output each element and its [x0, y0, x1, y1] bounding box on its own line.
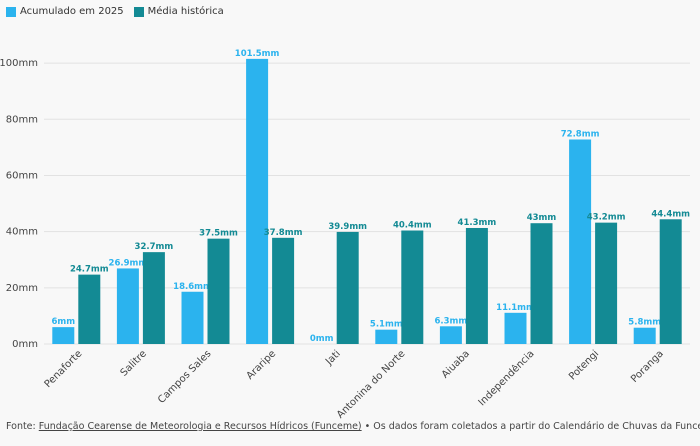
data-label-media: 43mm	[527, 213, 557, 223]
data-label-media: 24.7mm	[70, 265, 109, 275]
data-label-media: 44.4mm	[651, 209, 690, 219]
legend-label-acumulado: Acumulado em 2025	[20, 6, 124, 17]
x-tick-label: Independência	[476, 348, 537, 409]
y-tick-label: 40mm	[6, 227, 38, 238]
bar-acumulado	[181, 291, 204, 344]
data-label-acumulado: 5.1mm	[370, 320, 403, 330]
data-label-media: 40.4mm	[393, 221, 432, 231]
bar-media	[336, 231, 359, 344]
y-tick-label: 100mm	[0, 58, 38, 69]
data-label-acumulado: 6.3mm	[435, 316, 468, 326]
legend: Acumulado em 2025 Média histórica	[6, 6, 224, 17]
bar-media	[272, 237, 295, 344]
y-tick-label: 60mm	[6, 170, 38, 181]
bar-media	[78, 274, 101, 344]
x-tick-label: Poranga	[629, 348, 666, 385]
x-tick-label: Antonina do Norte	[335, 348, 407, 420]
data-label-media: 39.9mm	[328, 222, 367, 232]
legend-item-media[interactable]: Média histórica	[133, 6, 224, 17]
footer-prefix: Fonte:	[6, 421, 39, 432]
x-tick-label: Jati	[323, 348, 343, 368]
bar-acumulado	[246, 58, 269, 345]
data-label-acumulado: 72.8mm	[561, 129, 600, 139]
data-label-acumulado: 26.9mm	[109, 258, 148, 268]
data-label-acumulado: 18.6mm	[173, 282, 212, 292]
y-tick-label: 20mm	[6, 283, 38, 294]
bar-media	[595, 222, 618, 344]
y-tick-label: 0mm	[12, 339, 38, 350]
bar-media	[465, 227, 488, 344]
x-tick-label: Araripe	[245, 348, 279, 382]
bar-media	[207, 238, 230, 344]
data-label-acumulado: 101.5mm	[235, 49, 280, 59]
data-label-acumulado: 6mm	[51, 317, 75, 327]
bar-acumulado	[439, 326, 462, 344]
bar-media	[401, 230, 424, 344]
legend-label-media: Média histórica	[147, 6, 224, 17]
x-tick-label: Campos Sales	[156, 348, 214, 406]
legend-item-acumulado[interactable]: Acumulado em 2025	[6, 6, 124, 17]
y-tick-label: 80mm	[6, 114, 38, 125]
source-footer: Fonte: Fundação Cearense de Meteorologia…	[6, 421, 700, 432]
bar-chart: 0mm 20mm 40mm 60mm 80mm 100mm 6mm 24.7mm Penafor…	[0, 49, 690, 420]
bar-acumulado	[116, 268, 139, 344]
data-label-acumulado: 5.8mm	[628, 318, 661, 328]
funceme-link[interactable]: Fundação Cearense de Meteorologia e Recu…	[38, 421, 362, 432]
x-tick-label: Aiuaba	[440, 348, 472, 380]
bar-media	[659, 219, 682, 344]
data-label-media: 43.2mm	[587, 213, 626, 223]
x-tick-label: Salitre	[119, 348, 149, 378]
legend-swatch-acumulado	[6, 6, 16, 17]
data-label-media: 37.5mm	[199, 229, 238, 239]
bar-acumulado	[52, 327, 75, 344]
footer-note: • Os dados foram coletados a partir do C…	[361, 421, 700, 432]
bar-media	[530, 223, 553, 344]
bar-acumulado	[375, 329, 398, 344]
bar-acumulado	[633, 327, 656, 344]
data-label-media: 41.3mm	[458, 218, 497, 228]
data-label-acumulado: 11.1mm	[496, 303, 535, 313]
data-label-acumulado: 0mm	[310, 334, 334, 344]
data-label-media: 37.8mm	[264, 228, 303, 238]
x-tick-label: Potengi	[567, 348, 601, 382]
x-tick-label: Penaforte	[43, 348, 85, 390]
bar-media	[142, 252, 165, 344]
data-label-media: 32.7mm	[135, 242, 174, 252]
bar-acumulado	[504, 312, 527, 344]
legend-swatch-media	[133, 6, 144, 17]
bar-acumulado	[569, 139, 592, 344]
